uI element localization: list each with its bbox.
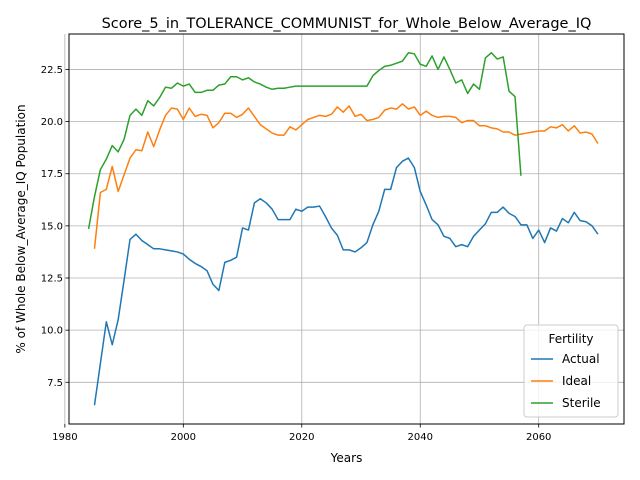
x-tick-label: 2000 (171, 432, 196, 443)
y-axis-label: % of Whole Below_Average_IQ Population (14, 104, 28, 353)
legend-title: Fertility (548, 332, 593, 346)
y-tick-label: 10.0 (41, 326, 63, 337)
legend-box (523, 324, 619, 418)
y-tick-label: 22.5 (41, 65, 63, 76)
y-tick-label: 7.5 (47, 378, 63, 389)
y-tick-label: 15.0 (41, 221, 63, 232)
legend-label-sterile: Sterile (562, 396, 601, 410)
y-tick-label: 12.5 (41, 274, 63, 285)
series-line-sterile (87, 52, 522, 230)
x-tick-label: 1980 (52, 432, 77, 443)
legend: Fertility Actual Ideal Sterile (523, 324, 619, 418)
chart-title: Score_5_in_TOLERANCE_COMMUNIST_for_Whole… (102, 16, 592, 32)
x-tick-label: 2040 (408, 432, 433, 443)
axis-ticks: 1980 2000 2020 2040 2060 7.5 10.0 12.5 15.0 17.5 2… (41, 65, 552, 443)
legend-label-actual: Actual (562, 352, 600, 366)
series-line-actual (93, 157, 599, 406)
x-tick-label: 2020 (289, 432, 314, 443)
series-line-ideal (93, 103, 599, 249)
legend-label-ideal: Ideal (562, 374, 591, 388)
grid (64, 34, 624, 424)
y-tick-label: 20.0 (41, 117, 63, 128)
plot-frame (68, 33, 625, 425)
series-lines (87, 52, 599, 406)
x-axis-label: Years (330, 451, 363, 465)
x-tick-label: 2060 (526, 432, 551, 443)
y-tick-label: 17.5 (41, 169, 63, 180)
